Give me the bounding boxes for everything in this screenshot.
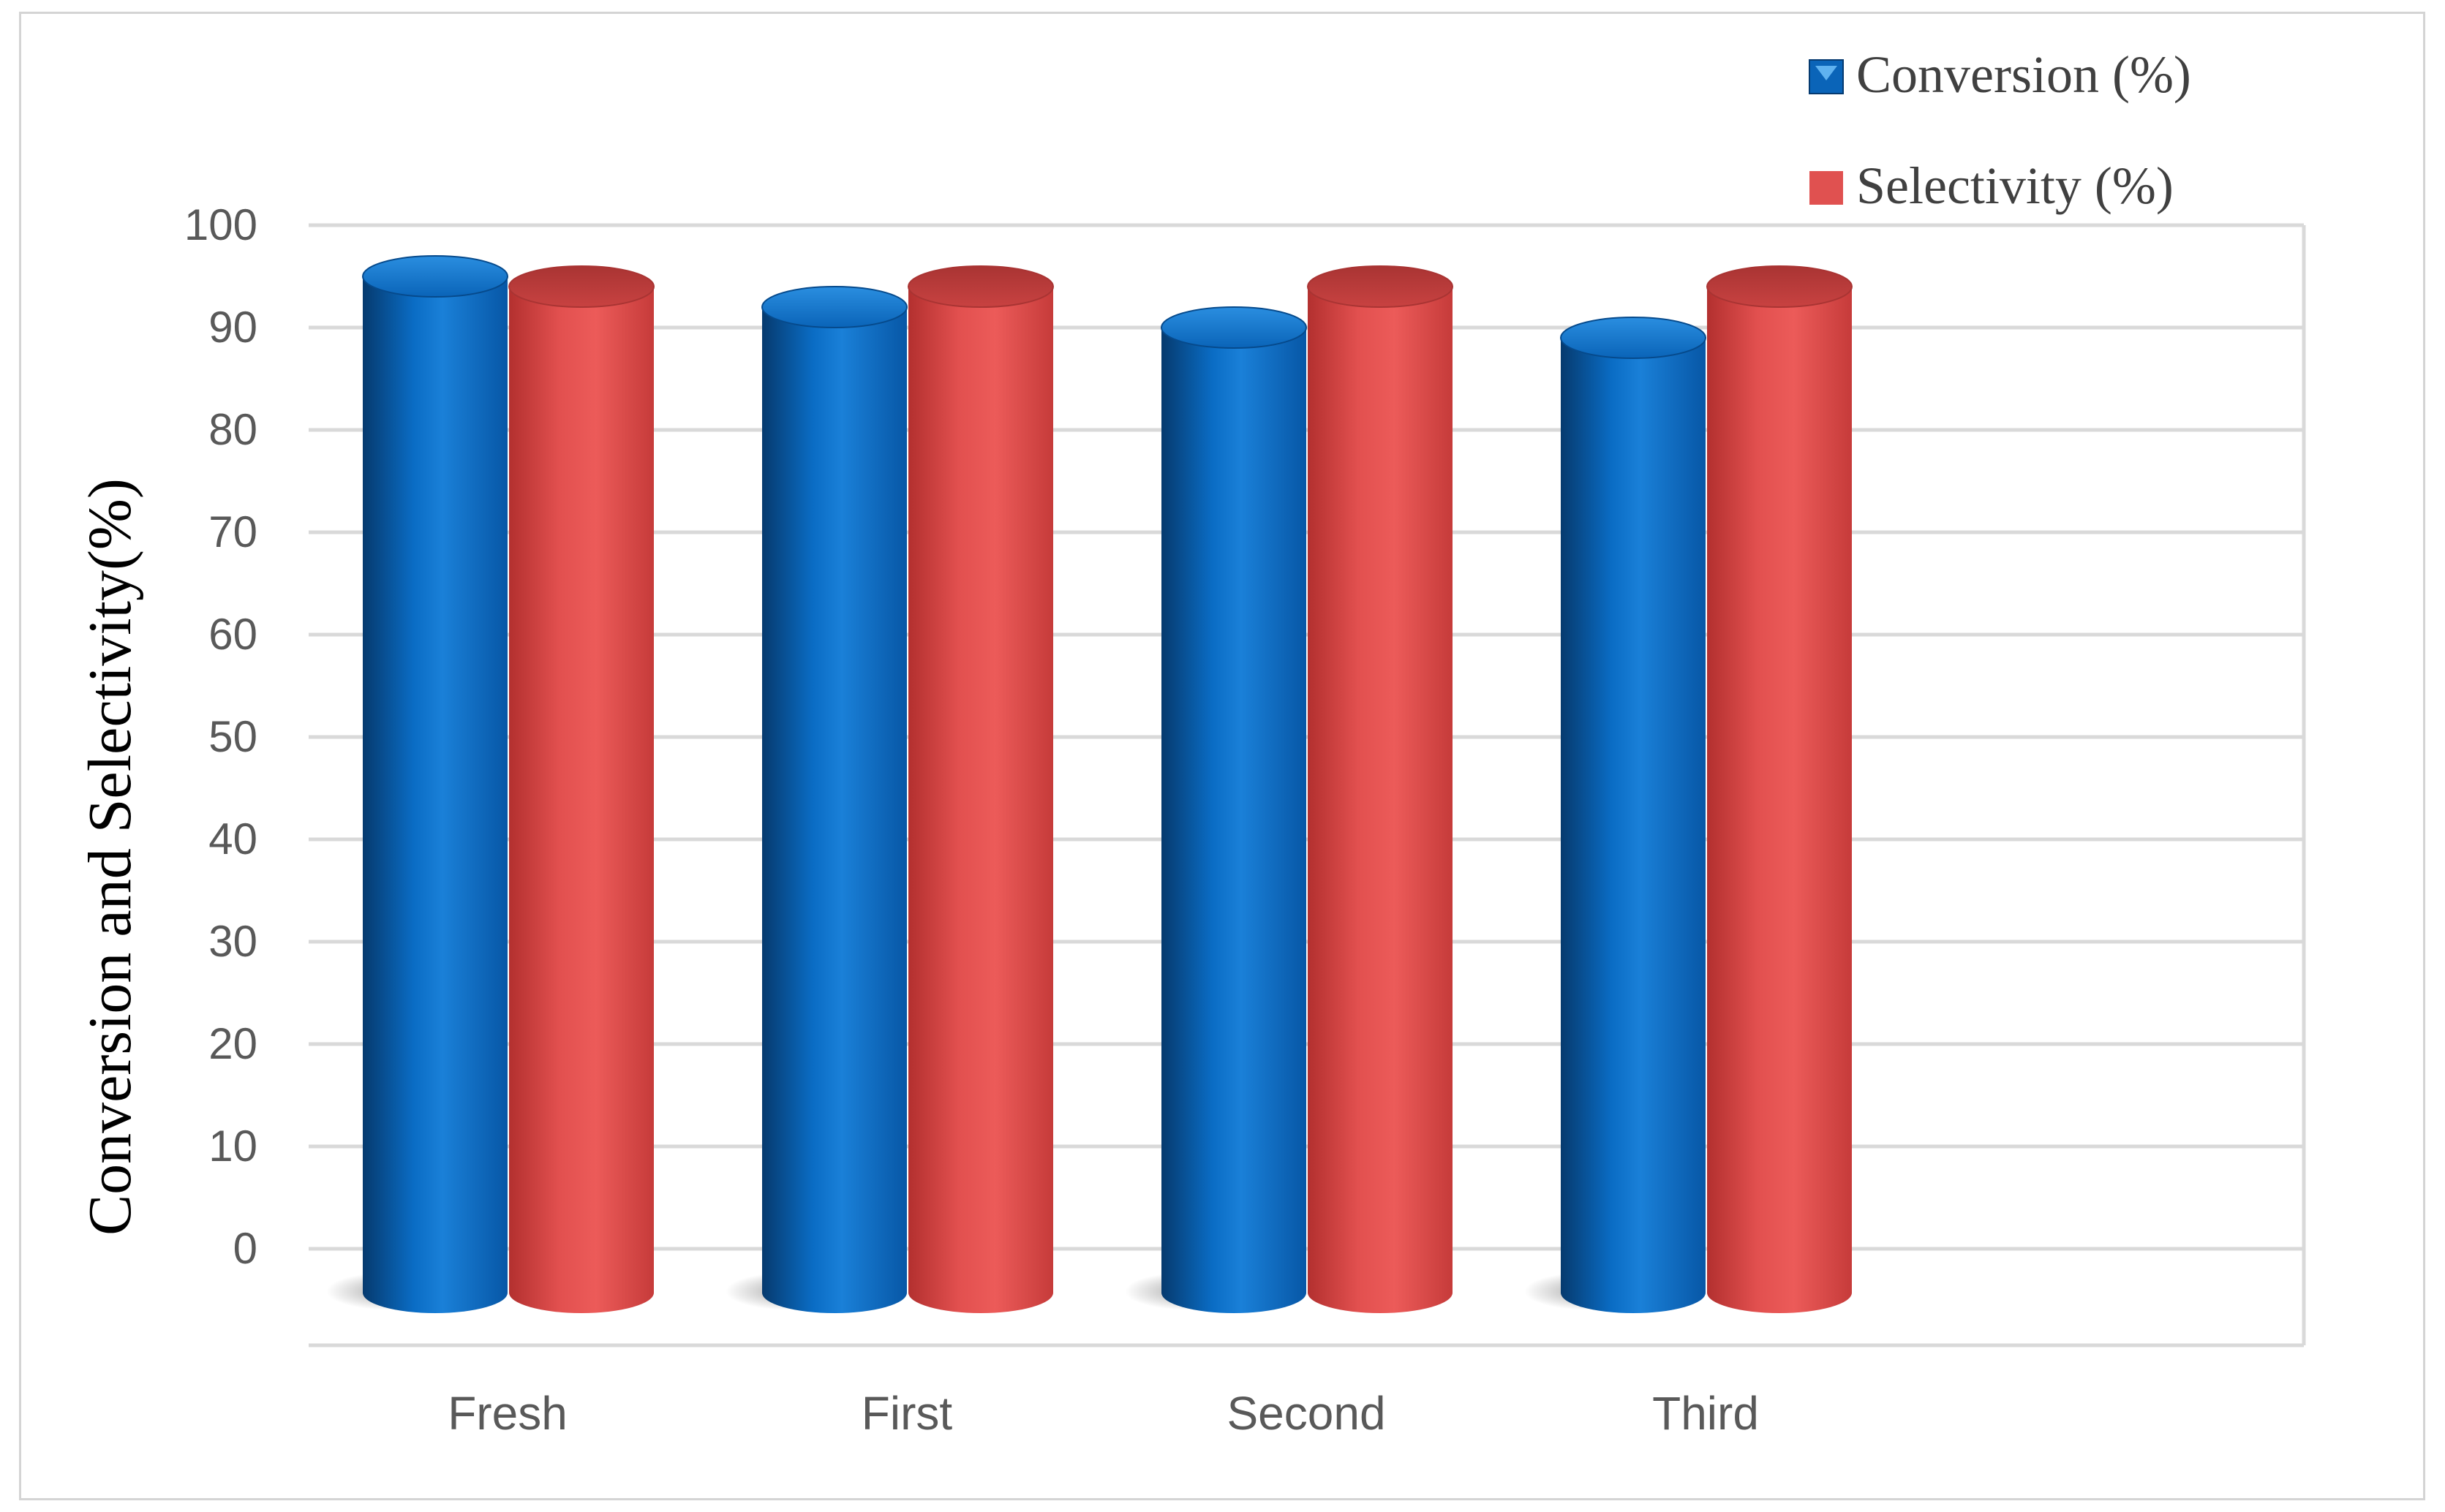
y-tick-label: 10 xyxy=(208,1122,257,1171)
bar-top-cap xyxy=(1560,317,1706,359)
y-tick-label: 20 xyxy=(208,1019,257,1068)
y-tick-label: 40 xyxy=(208,814,257,863)
bar-selectivity-third xyxy=(1707,287,1852,1313)
x-tick-label: Third xyxy=(1652,1387,1759,1440)
bar-conversion-first xyxy=(762,307,907,1313)
y-tick-label: 30 xyxy=(208,917,257,966)
x-tick-label: Second xyxy=(1227,1387,1385,1440)
legend-label-selectivity: Selectivity (%) xyxy=(1856,156,2174,215)
bar-selectivity-first xyxy=(908,287,1053,1313)
legend: Conversion (%) Selectivity (%) xyxy=(1809,45,2191,215)
bar-conversion-second xyxy=(1161,328,1306,1313)
legend-label-conversion: Conversion (%) xyxy=(1856,45,2191,104)
bar-top-cap xyxy=(1161,306,1307,349)
bar-top-cap xyxy=(761,286,908,328)
x-tick-label: Fresh xyxy=(448,1387,568,1440)
bars xyxy=(362,255,1853,1313)
y-axis-title: Conversion and Selectivity(%) xyxy=(76,478,144,1236)
bar-top-cap xyxy=(362,255,508,298)
bar-selectivity-second xyxy=(1308,287,1453,1313)
x-tick-label: First xyxy=(862,1387,953,1440)
legend-swatch-selectivity xyxy=(1809,171,1843,205)
bar-top-cap xyxy=(508,265,655,308)
y-tick-label: 100 xyxy=(184,200,257,249)
bar-top-cap xyxy=(908,265,1054,308)
legend-item-conversion: Conversion (%) xyxy=(1809,45,2191,104)
bar-conversion-third xyxy=(1561,338,1706,1313)
legend-swatch-highlight xyxy=(1815,66,1837,80)
y-tick-label: 60 xyxy=(208,610,257,659)
y-tick-label: 70 xyxy=(208,507,257,556)
y-tick-label: 80 xyxy=(208,405,257,454)
bar-top-cap xyxy=(1706,265,1853,308)
x-axis-labels: Fresh First Second Third xyxy=(448,1387,1759,1440)
y-tick-label: 50 xyxy=(208,712,257,761)
legend-item-selectivity: Selectivity (%) xyxy=(1809,156,2174,215)
bar-top-cap xyxy=(1307,265,1453,308)
y-axis-ticks: 0 10 20 30 40 50 60 70 80 90 100 xyxy=(184,200,257,1273)
bar-conversion-fresh xyxy=(363,276,508,1313)
bar-selectivity-fresh xyxy=(509,287,654,1313)
y-tick-label: 90 xyxy=(208,303,257,352)
y-tick-label: 0 xyxy=(233,1224,257,1273)
